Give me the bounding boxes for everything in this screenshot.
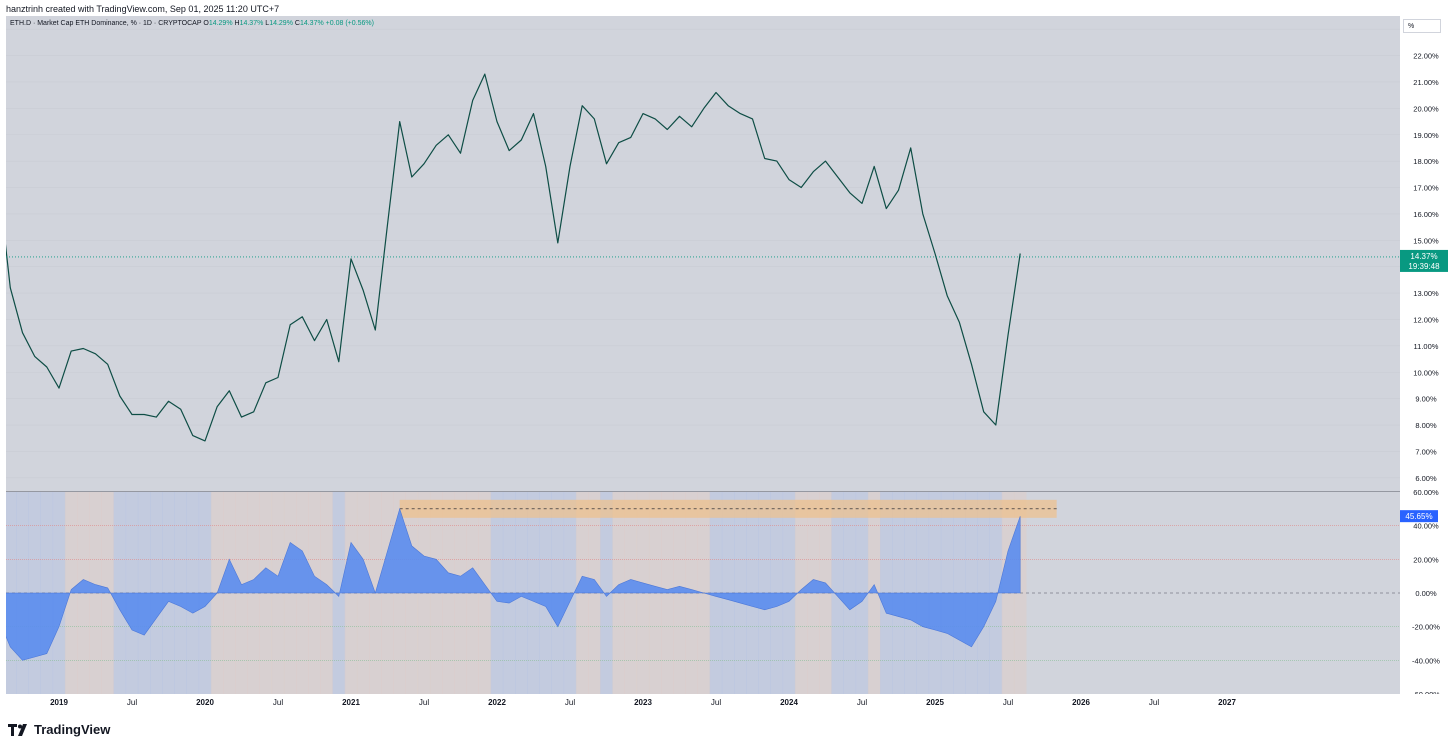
price-tick-label: 8.00% [1415,421,1437,430]
legend-symbol: ETH.D · Market Cap ETH Dominance, % [10,20,137,27]
last-price-badge [1400,249,1448,272]
highlight-box [399,499,1057,518]
time-tick-label: 2024 [780,698,798,707]
indicator-tick-label: 60.00% [1413,488,1439,497]
legend-open: 14.29% [208,20,233,27]
indicator-tick-label: 0.00% [1415,589,1437,598]
price-tick-label: 22.00% [1413,52,1439,61]
time-tick-label: Jul [711,698,721,707]
main-pane[interactable]: ETH.D · Market Cap ETH Dominance, % · 1D… [6,16,1400,491]
indicator-chart [6,492,1400,694]
price-tick-label: 9.00% [1415,395,1437,404]
indicator-tick-label: -20.00% [1412,623,1440,632]
time-tick-label: Jul [565,698,575,707]
time-tick-label: 2026 [1072,698,1090,707]
tradingview-logo[interactable]: TradingView [8,722,110,737]
indicator-tick-label: 40.00% [1413,522,1439,531]
price-tick-label: 11.00% [1414,342,1439,351]
legend-low-label: L [265,20,270,27]
time-tick-label: 2021 [342,698,360,707]
price-tick-label: 13.00% [1413,289,1439,298]
brand-name: TradingView [34,722,111,737]
time-axis[interactable]: 2019 Jul 2020 Jul 2021 Jul 2022 Jul 2023 Jul 2024 J… [6,694,1400,708]
time-tick-label: Jul [419,698,429,707]
time-tick-label: Jul [273,698,283,707]
legend-close: 14.37% [299,20,324,27]
countdown-label: 19:39:48 [1408,262,1440,271]
price-tick-label: 15.00% [1413,236,1439,245]
legend-open-label: O [203,20,209,27]
time-tick-label: 2019 [50,698,68,707]
legend-high: 14.37% [239,20,264,27]
time-tick-label: Jul [857,698,867,707]
price-line [6,73,1021,442]
pane-separator[interactable] [6,491,1450,492]
time-tick-label: 2020 [196,698,214,707]
indicator-tick-label: 20.00% [1413,555,1439,564]
price-tick-label: 10.00% [1413,368,1439,377]
legend-high-label: H [234,20,240,27]
percent-scale-button[interactable]: % [1403,19,1441,33]
indicator-pane[interactable] [6,492,1400,694]
price-tick-label: 20.00% [1413,104,1439,113]
legend-close-label: C [294,20,300,27]
price-tick-label: 12.00% [1413,315,1439,324]
price-chart [6,28,1400,479]
indicator-tick-label: -40.00% [1412,656,1440,665]
price-tick-label: 7.00% [1415,447,1437,456]
legend-low: 14.29% [269,20,293,27]
price-tick-label: 21.00% [1413,78,1439,87]
price-tick-label: 19.00% [1413,131,1439,140]
time-tick-label: Jul [127,698,137,707]
price-scale-labels: 23.00%22.00%21.00%20.00%19.00%18.00%17.0… [1400,25,1448,694]
price-tick-label: 18.00% [1413,157,1439,166]
symbol-legend[interactable]: ETH.D · Market Cap ETH Dominance, % · 1D… [10,20,374,27]
time-tick-label: 2025 [926,698,944,707]
chart-credit: hanztrinh created with TradingView.com, … [6,4,280,14]
time-tick-label: 2027 [1218,698,1236,707]
time-tick-label: 2022 [488,698,506,707]
chart-frame: ETH.D · Market Cap ETH Dominance, % · 1D… [6,16,1450,707]
last-price-label: 14.37% [1410,252,1437,261]
legend-change: +0.08 (+0.56%) [325,20,374,27]
indicator-value-badge [1400,510,1438,523]
time-tick-label: Jul [1003,698,1013,707]
time-tick-label: 2023 [634,698,652,707]
price-tick-label: 6.00% [1415,474,1437,483]
time-tick-label: Jul [1149,698,1159,707]
price-tick-label: 16.00% [1413,210,1439,219]
indicator-value-label: 45.65% [1405,512,1432,521]
legend-interval: · 1D · CRYPTOCAP [138,20,202,27]
price-tick-label: 17.00% [1413,184,1439,193]
dominance-momentum-area [6,507,1021,661]
indicator-tick-label: -60.00% [1412,690,1440,694]
price-scale[interactable]: 23.00%22.00%21.00%20.00%19.00%18.00%17.0… [1400,16,1450,694]
tradingview-icon [8,723,27,736]
